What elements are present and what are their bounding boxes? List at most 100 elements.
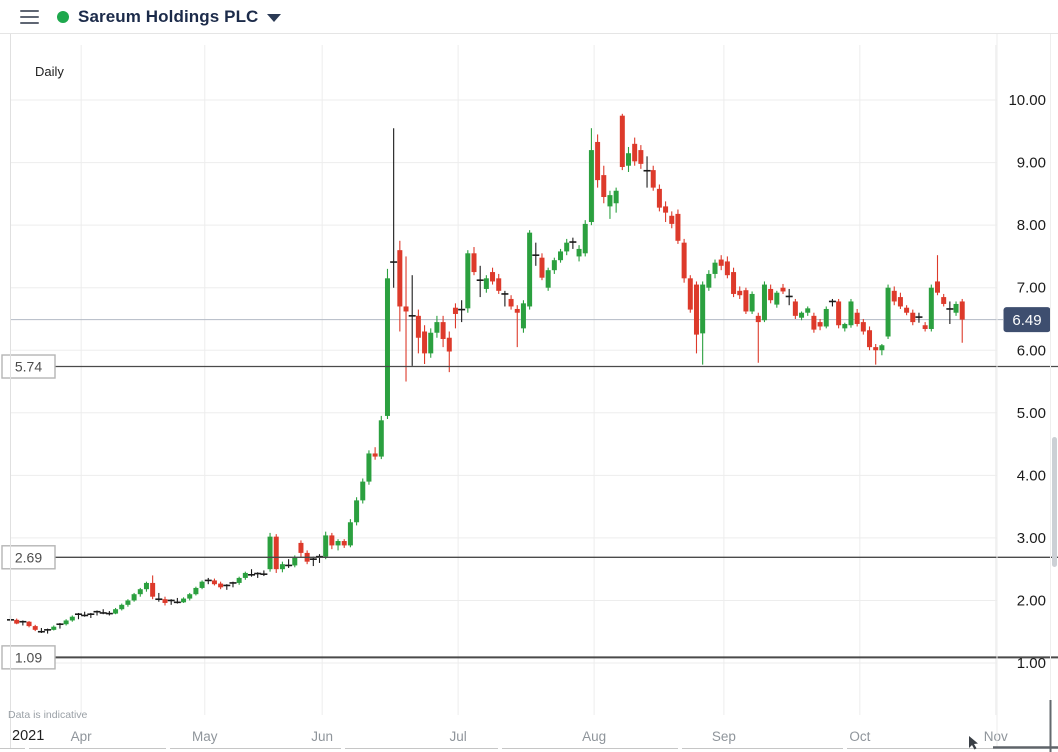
candle-body — [576, 248, 582, 257]
candle-body — [656, 188, 662, 208]
candle-body — [508, 298, 514, 307]
candle-body — [935, 281, 940, 293]
candle-body — [650, 170, 656, 188]
candle-body — [953, 303, 959, 313]
x-axis-tick-gap — [498, 747, 502, 750]
candle-body — [564, 242, 570, 252]
candle-body — [242, 572, 248, 578]
candle-body — [113, 609, 119, 614]
candle-body — [842, 323, 848, 329]
candle-body — [693, 284, 699, 335]
candle-body — [279, 564, 285, 570]
candle-body — [63, 620, 69, 625]
y-axis-tick: 4.00 — [1017, 467, 1046, 484]
candle-body — [780, 287, 786, 292]
candle-body — [360, 481, 366, 501]
x-axis-tick-gap — [166, 747, 170, 750]
candle-body — [774, 292, 780, 305]
candle-body — [323, 535, 329, 557]
scrollbar-thumb[interactable] — [1052, 437, 1057, 567]
candle-body — [384, 278, 390, 416]
data-disclaimer: Data is indicative — [8, 709, 88, 721]
instrument-title[interactable]: Sareum Holdings PLC — [78, 6, 259, 26]
candle-body — [440, 322, 446, 339]
candle-body — [347, 522, 353, 546]
candle-body — [199, 581, 205, 588]
candle-body — [854, 312, 860, 324]
candle-body — [904, 307, 910, 313]
candle-body — [718, 259, 724, 266]
candle-body — [731, 272, 737, 294]
candle-body — [959, 301, 965, 320]
candle-body — [329, 535, 335, 546]
x-axis-tick: Nov — [984, 729, 1008, 744]
candle-body — [341, 541, 347, 546]
last-price-badge — [1003, 307, 1051, 333]
candle-body — [51, 626, 57, 630]
candle-body — [366, 453, 372, 482]
candle-body — [873, 347, 879, 351]
candle-body — [712, 262, 718, 274]
candle-body — [465, 253, 471, 309]
candle-body — [378, 420, 384, 457]
candle-body — [452, 307, 458, 314]
candle-body — [150, 582, 156, 597]
candle-body — [292, 557, 298, 566]
candle-body — [607, 195, 613, 207]
candle-body — [675, 213, 681, 241]
candle-body — [551, 260, 557, 271]
x-axis-tick: May — [192, 729, 218, 744]
chevron-down-icon[interactable] — [267, 13, 282, 22]
support-level-label-box — [1, 354, 56, 379]
candle-body — [539, 257, 545, 278]
y-axis-tick: 2.00 — [1017, 592, 1046, 609]
candle-body — [613, 190, 619, 204]
candle-body — [273, 536, 279, 570]
candle-body — [663, 206, 669, 213]
candle-body — [836, 301, 842, 326]
candle-body — [372, 453, 378, 457]
candle-body — [891, 290, 897, 302]
candle-body — [181, 598, 187, 603]
candle-body — [867, 330, 873, 348]
y-axis-tick: 1.00 — [1017, 655, 1046, 672]
app-header: Sareum Holdings PLC — [0, 0, 1058, 34]
y-axis-tick: 6.00 — [1017, 342, 1046, 359]
y-axis-tick: 9.00 — [1017, 155, 1046, 172]
candle-body — [817, 322, 823, 327]
x-axis-tick-gap — [678, 747, 682, 750]
candle-body — [941, 297, 947, 304]
candle-body — [527, 232, 533, 307]
candle-body — [298, 542, 304, 553]
timeframe-label[interactable]: Daily — [35, 64, 64, 79]
candle-body — [428, 332, 434, 354]
last-price-value: 6.49 — [1012, 312, 1041, 329]
support-level-label: 2.69 — [15, 549, 42, 565]
market-open-dot-icon — [57, 10, 69, 23]
candle-body — [403, 306, 409, 312]
candle-body — [545, 270, 551, 288]
candle-body — [588, 150, 594, 223]
candle-body — [805, 308, 811, 313]
x-axis-tick-gap — [25, 747, 29, 750]
candle-body — [799, 312, 805, 318]
candle-body — [162, 599, 168, 603]
support-level-label-box — [1, 545, 56, 570]
menu-icon[interactable] — [20, 9, 39, 24]
candle-body — [755, 315, 761, 323]
candle-body — [922, 325, 928, 329]
candle-body — [335, 541, 341, 546]
candle-body — [761, 284, 767, 321]
candle-body — [490, 272, 496, 282]
candle-body — [14, 619, 20, 624]
candle-body — [724, 261, 730, 276]
candle-body — [69, 616, 75, 621]
candle-body — [910, 312, 916, 323]
candle-body — [792, 301, 798, 316]
mouse-cursor-icon — [969, 736, 978, 750]
x-axis-tick: Aug — [582, 729, 606, 744]
candle-body — [619, 115, 625, 167]
candle-body — [119, 604, 125, 610]
x-axis-year-label: 2021 — [12, 728, 45, 744]
